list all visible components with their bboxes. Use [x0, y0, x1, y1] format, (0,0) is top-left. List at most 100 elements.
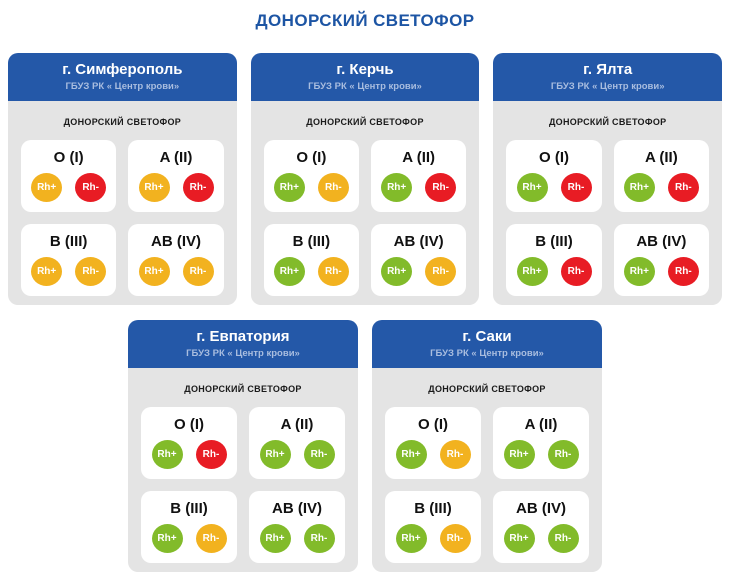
rh-plus-indicator: Rh+ — [503, 440, 535, 469]
org-subtitle: ГБУЗ РК « Центр крови» — [65, 81, 180, 92]
rh-indicators: Rh+ Rh- — [249, 440, 345, 469]
city-card-header: г. Ялта ГБУЗ РК « Центр крови» — [493, 53, 723, 101]
rh-indicators: Rh+ Rh- — [371, 173, 466, 202]
rh-plus-indicator: Rh+ — [516, 257, 548, 286]
city-card-header: г. Симферополь ГБУЗ РК « Центр крови» — [8, 53, 237, 101]
rh-indicators: Rh+ Rh- — [141, 440, 237, 469]
blood-group-block: B (III) Rh+ Rh- — [263, 224, 359, 296]
city-title: г. Симферополь — [62, 61, 183, 78]
city-card-body: ДОНОРСКИЙ СВЕТОФОР O (I) Rh+ Rh- A (II) … — [128, 368, 358, 572]
rh-plus-indicator: Rh+ — [273, 257, 305, 286]
rh-minus-indicator: Rh- — [75, 173, 107, 202]
rh-minus-indicator: Rh- — [425, 173, 457, 202]
blood-group-grid: O (I) Rh+ Rh- A (II) Rh+ Rh- B (III) Rh+… — [506, 140, 710, 296]
city-title: г. Керчь — [336, 61, 394, 78]
blood-group-block: B (III) Rh+ Rh- — [506, 224, 602, 296]
rh-indicators: Rh+ Rh- — [371, 257, 466, 286]
blood-group-grid: O (I) Rh+ Rh- A (II) Rh+ Rh- B (III) Rh+… — [385, 407, 589, 563]
city-card: г. Саки ГБУЗ РК « Центр крови» ДОНОРСКИЙ… — [372, 320, 602, 572]
city-card: г. Ялта ГБУЗ РК « Центр крови» ДОНОРСКИЙ… — [493, 53, 723, 305]
city-title: г. Ялта — [583, 61, 633, 78]
city-card-body: ДОНОРСКИЙ СВЕТОФОР O (I) Rh+ Rh- A (II) … — [493, 101, 723, 305]
section-label: ДОНОРСКИЙ СВЕТОФОР — [306, 117, 424, 127]
rh-plus-indicator: Rh+ — [381, 173, 413, 202]
rh-indicators: Rh+ Rh- — [141, 524, 237, 553]
rh-plus-indicator: Rh+ — [31, 257, 63, 286]
section-label: ДОНОРСКИЙ СВЕТОФОР — [63, 117, 182, 127]
rh-minus-indicator: Rh- — [560, 173, 592, 202]
rh-indicators: Rh+ Rh- — [264, 257, 359, 286]
rh-minus-indicator: Rh- — [547, 524, 579, 553]
rh-indicators: Rh+ Rh- — [493, 440, 589, 469]
rh-plus-indicator: Rh+ — [138, 173, 170, 202]
rh-plus-indicator: Rh+ — [259, 524, 291, 553]
rh-indicators: Rh+ Rh- — [249, 524, 345, 553]
blood-group-grid: O (I) Rh+ Rh- A (II) Rh+ Rh- B (III) Rh+… — [21, 140, 224, 296]
rh-minus-indicator: Rh- — [439, 440, 471, 469]
rh-plus-indicator: Rh+ — [273, 173, 305, 202]
rh-plus-indicator: Rh+ — [516, 173, 548, 202]
blood-group-block: O (I) Rh+ Rh- — [263, 140, 359, 212]
blood-group-block: A (II) Rh+ Rh- — [493, 407, 589, 479]
rh-minus-indicator: Rh- — [303, 524, 335, 553]
rh-indicators: Rh+ Rh- — [128, 257, 223, 286]
city-card-body: ДОНОРСКИЙ СВЕТОФОР O (I) Rh+ Rh- A (II) … — [8, 101, 237, 305]
blood-group-block: O (I) Rh+ Rh- — [141, 407, 237, 479]
org-subtitle: ГБУЗ РК « Центр крови» — [186, 348, 300, 359]
cards-row-top: г. Симферополь ГБУЗ РК « Центр крови» ДО… — [0, 53, 730, 305]
rh-plus-indicator: Rh+ — [395, 440, 427, 469]
blood-group-name: A (II) — [644, 149, 678, 166]
city-card-header: г. Евпатория ГБУЗ РК « Центр крови» — [128, 320, 358, 368]
rh-plus-indicator: Rh+ — [138, 257, 170, 286]
page-title: ДОНОРСКИЙ СВЕТОФОР — [255, 11, 475, 30]
rh-minus-indicator: Rh- — [439, 524, 471, 553]
blood-group-name: B (III) — [292, 233, 331, 250]
rh-indicators: Rh+ Rh- — [21, 173, 116, 202]
blood-group-name: O (I) — [53, 149, 84, 166]
blood-group-name: AB (IV) — [636, 233, 687, 250]
blood-group-name: AB (IV) — [393, 233, 444, 250]
city-card: г. Керчь ГБУЗ РК « Центр крови» ДОНОРСКИ… — [250, 53, 480, 305]
rh-plus-indicator: Rh+ — [151, 440, 183, 469]
blood-group-block: A (II) Rh+ Rh- — [613, 140, 710, 212]
blood-group-name: A (II) — [402, 149, 436, 166]
rh-minus-indicator: Rh- — [317, 257, 349, 286]
blood-group-block: AB (IV) Rh+ Rh- — [613, 224, 710, 296]
rh-indicators: Rh+ Rh- — [506, 257, 601, 286]
city-card-body: ДОНОРСКИЙ СВЕТОФОР O (I) Rh+ Rh- A (II) … — [372, 368, 602, 572]
blood-group-name: B (III) — [170, 500, 208, 517]
blood-group-block: A (II) Rh+ Rh- — [128, 140, 224, 212]
blood-group-grid: O (I) Rh+ Rh- A (II) Rh+ Rh- B (III) Rh+… — [263, 140, 467, 296]
blood-group-name: O (I) — [296, 149, 327, 166]
blood-group-block: AB (IV) Rh+ Rh- — [371, 224, 467, 296]
rh-indicators: Rh+ Rh- — [385, 440, 481, 469]
org-subtitle: ГБУЗ РК « Центр крови» — [430, 348, 544, 359]
rh-plus-indicator: Rh+ — [623, 173, 655, 202]
section-label: ДОНОРСКИЙ СВЕТОФОР — [428, 384, 546, 394]
rh-indicators: Rh+ Rh- — [264, 173, 359, 202]
rh-plus-indicator: Rh+ — [381, 257, 413, 286]
blood-group-name: B (III) — [414, 500, 452, 517]
city-card-body: ДОНОРСКИЙ СВЕТОФОР O (I) Rh+ Rh- A (II) … — [250, 101, 480, 305]
blood-group-name: O (I) — [418, 416, 448, 433]
blood-group-name: AB (IV) — [151, 233, 201, 250]
blood-group-name: AB (IV) — [516, 500, 566, 517]
rh-indicators: Rh+ Rh- — [128, 173, 223, 202]
blood-group-name: O (I) — [539, 149, 569, 166]
blood-group-block: O (I) Rh+ Rh- — [506, 140, 602, 212]
rh-minus-indicator: Rh- — [547, 440, 579, 469]
rh-minus-indicator: Rh- — [667, 257, 699, 286]
blood-group-grid: O (I) Rh+ Rh- A (II) Rh+ Rh- B (III) Rh+… — [141, 407, 345, 563]
rh-minus-indicator: Rh- — [667, 173, 699, 202]
blood-group-block: B (III) Rh+ Rh- — [385, 491, 481, 563]
rh-plus-indicator: Rh+ — [623, 257, 655, 286]
rh-indicators: Rh+ Rh- — [506, 173, 601, 202]
rh-indicators: Rh+ Rh- — [493, 524, 589, 553]
rh-plus-indicator: Rh+ — [31, 173, 63, 202]
rh-plus-indicator: Rh+ — [503, 524, 535, 553]
blood-group-name: A (II) — [280, 416, 314, 433]
rh-minus-indicator: Rh- — [425, 257, 457, 286]
org-subtitle: ГБУЗ РК « Центр крови» — [308, 81, 422, 92]
blood-group-block: AB (IV) Rh+ Rh- — [493, 491, 589, 563]
